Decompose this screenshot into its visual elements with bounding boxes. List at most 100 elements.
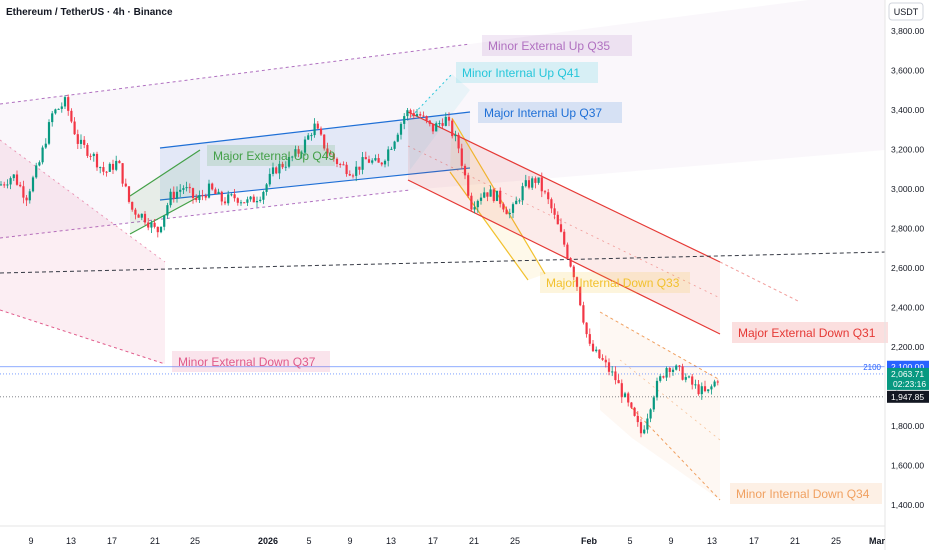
- minor-internal-up-line: [407, 73, 453, 121]
- y-tick-label: 1,800.00: [891, 421, 924, 431]
- candle-body: [307, 135, 310, 140]
- y-tick-label: 3,600.00: [891, 66, 924, 76]
- candle-body: [207, 183, 211, 198]
- time-axis[interactable]: 9 13 17 21 25 2026 5 9 13 17 21 25 Feb 5 9 13 17 21 25 Mar: [28, 536, 885, 546]
- major-internal-down-upper: [451, 117, 546, 275]
- candle-body: [646, 418, 649, 430]
- candle-body: [431, 124, 435, 132]
- major-internal-up-lower: [159, 167, 471, 201]
- candle-body: [35, 165, 38, 178]
- candle-body: [9, 178, 12, 185]
- price-axis[interactable]: 3,800.00 3,600.00 3,400.00 3,200.00 3,000.00…: [891, 26, 924, 510]
- candle-body: [617, 380, 620, 384]
- candle-body: [108, 163, 111, 172]
- candle-body: [550, 199, 553, 209]
- candle-body: [140, 213, 143, 218]
- candle-body: [678, 365, 681, 367]
- candle-body: [236, 198, 239, 203]
- candle-body: [371, 160, 374, 163]
- candle-body: [79, 139, 83, 144]
- candle-body: [131, 201, 134, 210]
- candle-body: [364, 157, 367, 160]
- candle-body: [659, 376, 662, 381]
- candle-body: [383, 160, 387, 165]
- candle-body: [102, 167, 105, 172]
- candle-body: [518, 200, 521, 202]
- candle-body: [489, 189, 492, 197]
- candle-body: [703, 386, 707, 392]
- candle-body: [63, 97, 67, 107]
- candle-body: [681, 366, 684, 380]
- major-internal-up-fill: [160, 112, 470, 200]
- x-tick-label: 17: [107, 536, 117, 546]
- candle-body: [553, 208, 556, 215]
- candle-body: [332, 153, 335, 159]
- annotation-label-box: [732, 322, 888, 343]
- candle-body: [73, 121, 76, 135]
- candle-body: [505, 209, 508, 215]
- candle-body: [313, 123, 316, 136]
- candle-body: [710, 386, 713, 390]
- candle-body: [563, 231, 566, 245]
- candle-body: [326, 148, 329, 154]
- candle-body: [668, 368, 671, 372]
- x-tick-label: 21: [790, 536, 800, 546]
- candle-body: [396, 134, 399, 142]
- candle-body: [105, 171, 108, 173]
- candle-body: [556, 214, 559, 225]
- candle-body: [415, 114, 419, 117]
- candle-body: [604, 359, 607, 363]
- candle-body: [262, 191, 265, 200]
- last-price-tag: [887, 367, 929, 390]
- candle-body: [655, 380, 659, 398]
- candle-body: [652, 397, 655, 410]
- candle-body: [607, 362, 611, 372]
- annotation-labels-layer: Minor External Up Q35 Minor Internal Up Q…: [172, 35, 888, 504]
- candle-body: [441, 123, 444, 126]
- candle-body: [476, 200, 479, 208]
- candle-body: [403, 116, 406, 124]
- currency-box[interactable]: [888, 2, 924, 21]
- candle-body: [614, 371, 617, 381]
- annotation-label-box: [730, 483, 882, 504]
- candle-body: [620, 383, 623, 398]
- candle-body: [316, 123, 319, 129]
- candle-body: [438, 123, 441, 125]
- candle-body: [611, 371, 614, 373]
- annotation-label: Minor Internal Up Q41: [462, 66, 580, 80]
- candle-body: [342, 164, 345, 166]
- candle-body: [409, 110, 412, 114]
- candle-body: [361, 157, 364, 170]
- x-tick-label: 2026: [258, 536, 278, 546]
- candle-body: [12, 174, 15, 179]
- candle-body: [99, 167, 102, 169]
- low-marker-tag: [887, 390, 929, 403]
- candle-body: [662, 376, 665, 378]
- minor-external-up-upper: [0, 43, 471, 105]
- y-tick-label: 3,200.00: [891, 145, 924, 155]
- candle-body: [147, 222, 150, 228]
- y-tick-label: 3,000.00: [891, 184, 924, 194]
- x-tick-label: 9: [28, 536, 33, 546]
- candle-body: [566, 244, 569, 259]
- x-tick-label: 9: [347, 536, 352, 546]
- annotation-label: Minor Internal Down Q34: [736, 487, 870, 501]
- candle-body: [127, 186, 131, 202]
- candle-body: [399, 123, 403, 135]
- candle-body: [275, 167, 278, 174]
- candle-body: [252, 196, 255, 203]
- candle-body: [211, 183, 214, 190]
- candle-body: [515, 200, 518, 205]
- candle-body: [249, 196, 252, 200]
- candle-body: [601, 358, 604, 360]
- candle-body: [6, 184, 9, 186]
- minor-external-down-lower: [0, 309, 166, 365]
- candle-body: [271, 167, 275, 174]
- major-external-up-lower: [129, 195, 201, 235]
- candle-body: [19, 184, 22, 187]
- major-external-down-extension: [719, 261, 801, 303]
- annotation-label-box: [482, 35, 632, 56]
- major-external-down-lower: [407, 179, 721, 335]
- candle-body: [121, 163, 124, 184]
